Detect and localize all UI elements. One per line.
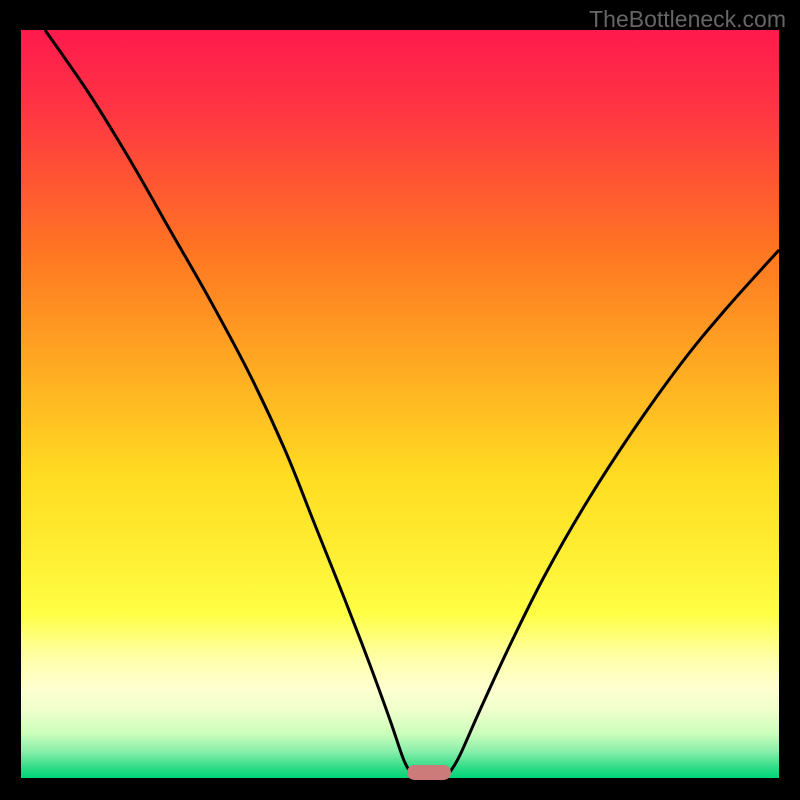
watermark-text: TheBottleneck.com: [589, 6, 786, 33]
minimum-marker: [407, 765, 451, 780]
gradient-background: [21, 30, 779, 778]
gradient-and-curve: [21, 30, 779, 778]
plot-area: [21, 30, 779, 778]
chart-container: TheBottleneck.com: [0, 0, 800, 800]
